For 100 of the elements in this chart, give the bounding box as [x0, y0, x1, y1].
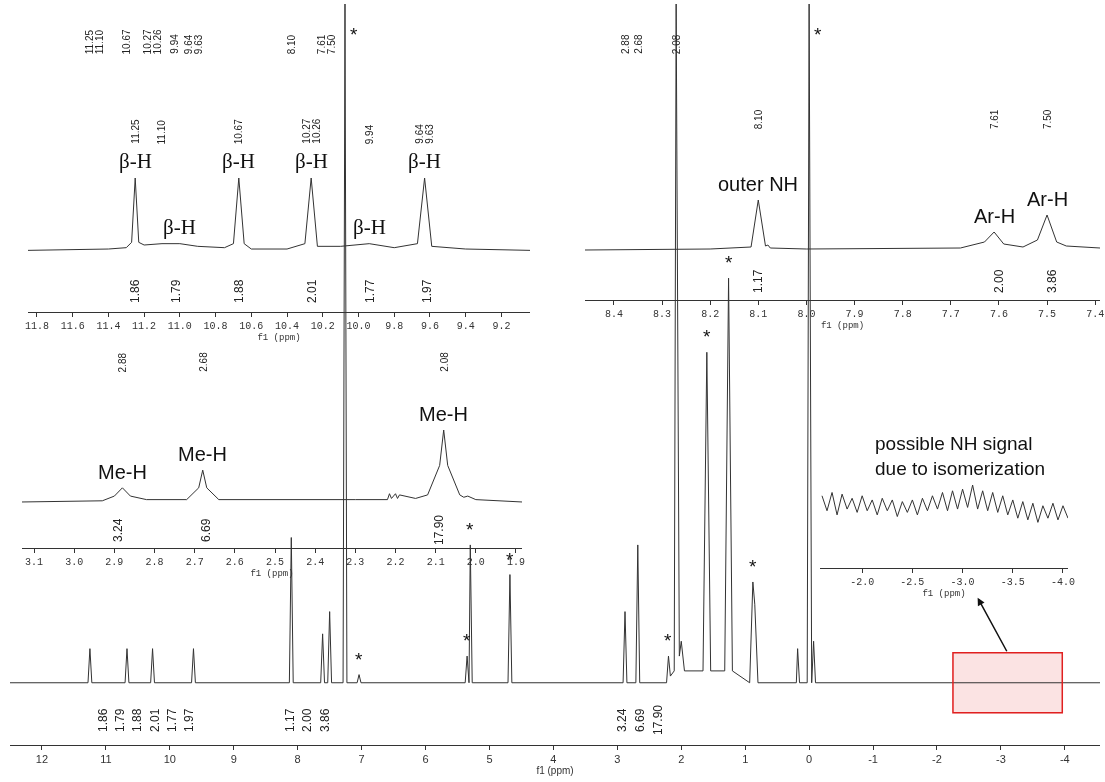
x-tick-label: 11.8 [24, 321, 49, 332]
annotation: 1.79 [169, 279, 183, 303]
x-tick-label: 8.2 [701, 309, 720, 320]
x-tick-label: 11.0 [167, 321, 192, 332]
x2-tick-label: 7.50 [1042, 109, 1054, 130]
annotation: Ar-H [974, 205, 1016, 227]
x-tick-label: -2.5 [900, 577, 925, 588]
x-tick-label: 8.3 [653, 309, 672, 320]
x-tick-label: 7.7 [941, 309, 960, 320]
annotation: * [355, 649, 363, 670]
x-tick-label: 10.2 [310, 321, 335, 332]
annotation: Ar-H [1027, 188, 1069, 210]
annotation: 1.77 [363, 279, 377, 303]
x2-tick-label: 11.25 [129, 118, 141, 144]
x2-tick-label: 10.67 [121, 29, 133, 55]
x-tick-label: 7.5 [1038, 309, 1057, 320]
x2-tick-label: 10.27 [300, 118, 312, 144]
x-tick-label: 2 [678, 753, 685, 766]
x-tick-label: 9.4 [456, 321, 475, 332]
x-tick-label: 2.4 [306, 557, 325, 568]
x-axis-title: f1 (ppm) [257, 332, 301, 343]
x-tick-label: -2.0 [850, 577, 875, 588]
annotation: 3.86 [1045, 269, 1059, 293]
x-tick-label: 10.8 [203, 321, 228, 332]
annotation: 2.00 [992, 269, 1006, 293]
x-tick-label: 8.1 [749, 309, 768, 320]
x-tick-label: 12 [35, 753, 49, 766]
annotation: * [350, 24, 358, 45]
x-tick-label: 2.5 [266, 557, 285, 568]
x-tick-label: 4 [550, 753, 557, 766]
x2-tick-label: 8.10 [286, 34, 298, 55]
x-tick-label: 2.9 [105, 557, 124, 568]
annotation: Me-H [178, 443, 227, 465]
annotation: 3.86 [318, 708, 332, 732]
x-tick-label: 9.8 [385, 321, 404, 332]
annotation: 1.86 [128, 279, 142, 303]
x-tick-label: 5 [486, 753, 493, 766]
x2-tick-label: 9.64 [183, 34, 195, 55]
x2-tick-label: 11.10 [94, 29, 106, 55]
x-tick-label: -1 [868, 753, 878, 766]
x-tick-label: 10.4 [275, 321, 300, 332]
x2-tick-label: 2.68 [632, 33, 644, 54]
x-tick-label: 2.8 [145, 557, 164, 568]
x-tick-label: -4 [1059, 753, 1070, 766]
annotation: * [725, 252, 733, 273]
annotation: 1.86 [96, 708, 110, 732]
x-axis-title: f1 (ppm) [922, 588, 966, 599]
annotation: 17.90 [651, 704, 665, 735]
x-tick-label: 8 [294, 753, 301, 766]
x-tick-label: 7 [358, 753, 365, 766]
annotation: possible NH signal due to isomerization [875, 433, 1046, 479]
annotation: 2.00 [300, 708, 314, 732]
annotation: * [466, 519, 474, 540]
annotation: 6.69 [199, 518, 213, 542]
x-tick-label: 2.3 [346, 557, 365, 568]
x-tick-label: -3.0 [950, 577, 975, 588]
annotation: 1.17 [283, 708, 297, 732]
x2-tick-label: 7.61 [316, 34, 328, 55]
x2-tick-label: 2.88 [117, 352, 129, 373]
x-tick-label: 8.4 [604, 309, 623, 320]
x2-tick-label: 8.10 [753, 109, 765, 130]
x-tick-label: 9.6 [420, 321, 439, 332]
x2-tick-label: 7.61 [989, 109, 1001, 130]
annotation: 1.79 [113, 708, 127, 732]
x-tick-label: -3.5 [1000, 577, 1025, 588]
annotation: 1.97 [182, 708, 196, 732]
x-tick-label: 7.4 [1086, 309, 1105, 320]
annotation: 2.01 [305, 279, 319, 303]
x-tick-label: 2.6 [225, 557, 244, 568]
x2-tick-label: 10.26 [310, 118, 322, 144]
annotation: 3.24 [111, 518, 125, 542]
x-tick-label: 7.8 [893, 309, 912, 320]
annotation: β-H [295, 149, 328, 173]
x-tick-label: 2.2 [386, 557, 405, 568]
annotation: β-H [222, 149, 255, 173]
annotation: β-H [353, 215, 386, 239]
annotation: β-H [119, 149, 152, 173]
x2-tick-label: 2.08 [671, 34, 683, 55]
annotation: * [814, 24, 822, 45]
x-tick-label: 7.9 [845, 309, 864, 320]
x2-tick-label: 11.10 [156, 119, 168, 145]
x-tick-label: 9 [230, 753, 237, 766]
annotation: * [703, 326, 711, 347]
x-tick-label: 1.9 [506, 557, 525, 568]
x-tick-label: 3 [614, 753, 621, 766]
annotation: 17.90 [432, 514, 446, 545]
x-tick-label: 10.0 [346, 321, 371, 332]
x-tick-label: 7.6 [989, 309, 1008, 320]
annotation: 1.17 [751, 269, 765, 293]
annotation: 1.88 [232, 279, 246, 303]
x-tick-label: 11.4 [96, 321, 121, 332]
x-tick-label: 1 [742, 753, 749, 766]
annotation: 6.69 [633, 708, 647, 732]
x-tick-label: 0 [806, 753, 813, 766]
annotation: outer NH [718, 173, 799, 195]
x2-tick-label: 9.94 [168, 33, 180, 54]
annotation: 1.88 [130, 708, 144, 732]
x2-tick-label: 2.08 [438, 351, 450, 372]
x2-tick-label: 2.68 [197, 351, 209, 372]
x-tick-label: 11 [100, 753, 112, 766]
